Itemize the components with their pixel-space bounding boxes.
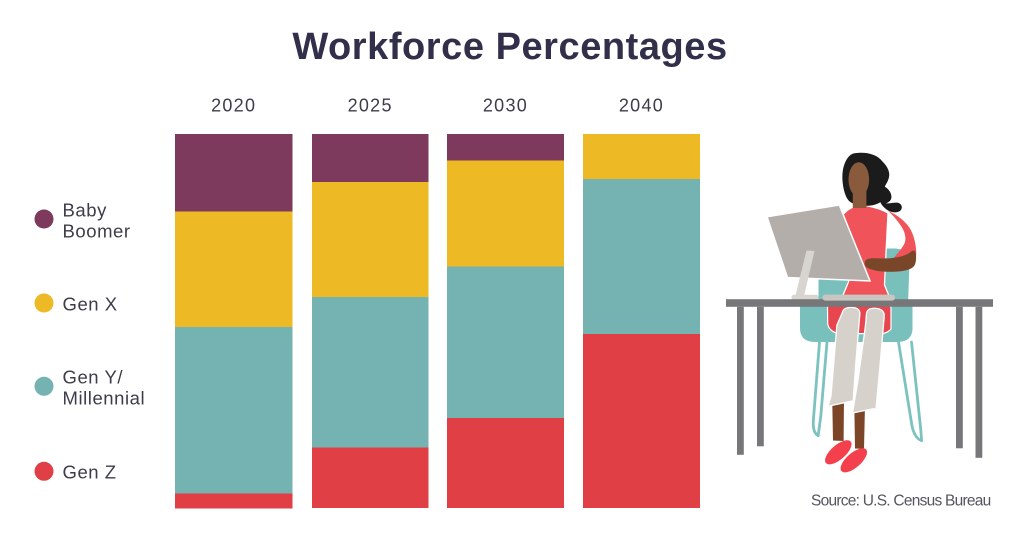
svg-text:Millennial: Millennial <box>63 387 146 408</box>
svg-text:Boomer: Boomer <box>63 221 131 242</box>
svg-text:2030: 2030 <box>483 96 528 116</box>
svg-text:2025: 2025 <box>348 96 393 116</box>
svg-text:Gen X: Gen X <box>63 294 118 315</box>
svg-text:Workforce Percentages: Workforce Percentages <box>292 26 727 68</box>
svg-text:2020: 2020 <box>211 96 256 116</box>
svg-text:Gen Y/: Gen Y/ <box>63 366 124 387</box>
svg-text:Baby: Baby <box>63 200 108 221</box>
svg-text:2040: 2040 <box>619 96 664 116</box>
svg-text:Gen Z: Gen Z <box>63 461 117 482</box>
svg-text:Source: U.S. Census Bureau: Source: U.S. Census Bureau <box>811 493 991 510</box>
